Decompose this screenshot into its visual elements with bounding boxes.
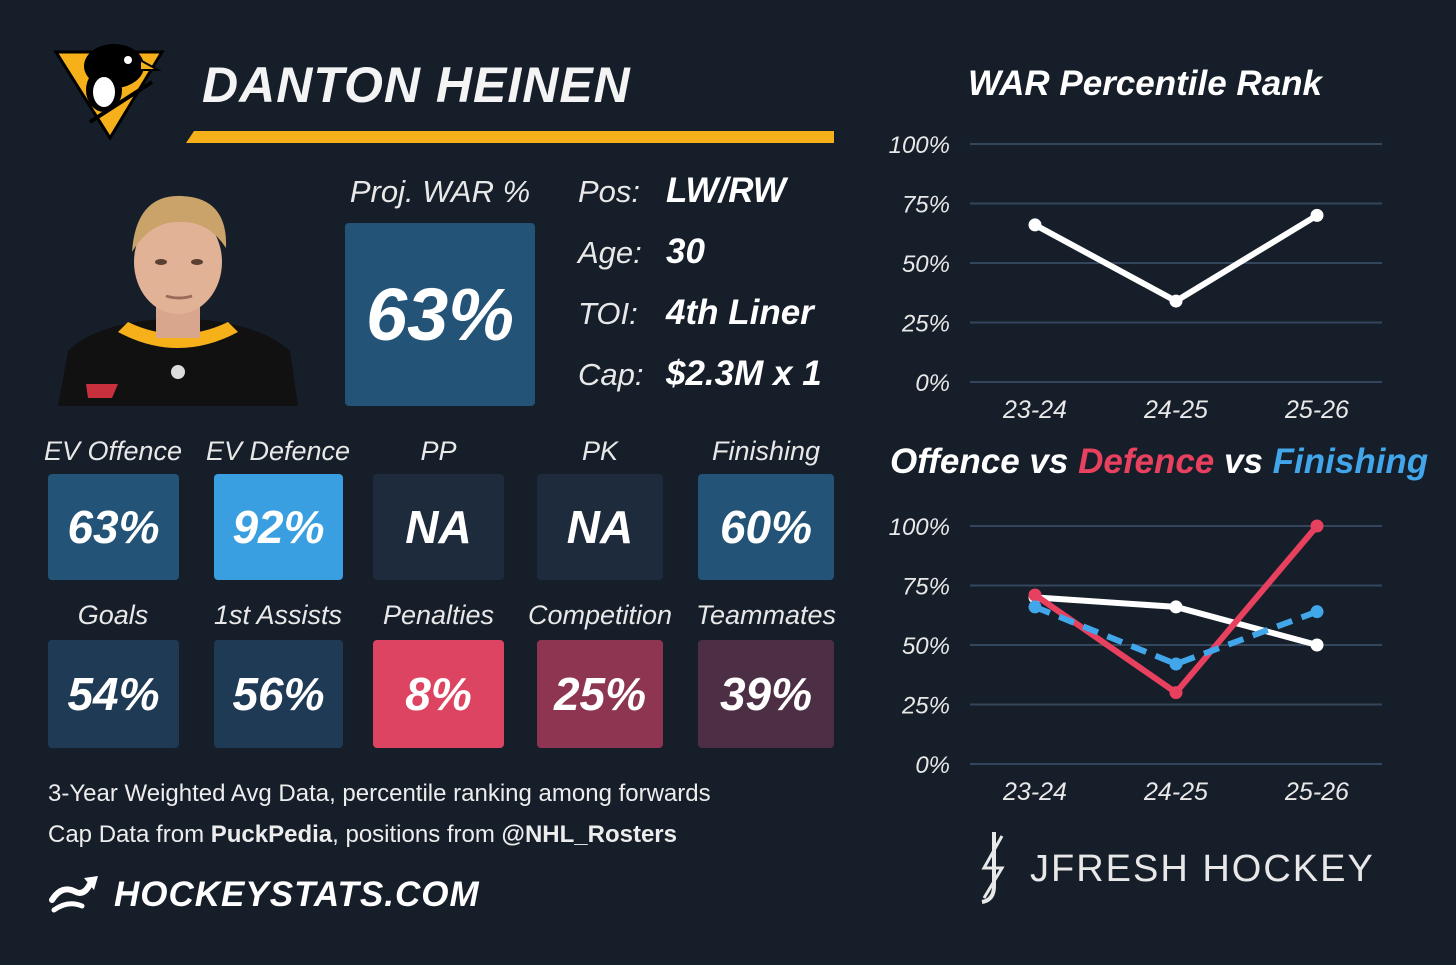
title-offence: Offence — [890, 442, 1020, 481]
finishing-label: Finishing — [711, 436, 821, 466]
war-ytick-label: 25% — [901, 311, 950, 338]
jfresh-logo-icon — [972, 828, 1012, 911]
player-name: DANTON HEINEN — [202, 57, 631, 113]
war-xtick-label: 24-25 — [1143, 396, 1208, 424]
ovd-xtick-label: 24-25 — [1143, 778, 1208, 806]
finishing-tile: 60% — [698, 474, 834, 580]
pp-label: PP — [420, 436, 457, 466]
war-ytick-label: 100% — [889, 132, 950, 159]
ovd-finishing-point — [1028, 600, 1042, 614]
war-chart-title: WAR Percentile Rank — [968, 64, 1322, 103]
age-value: 30 — [666, 232, 705, 271]
war-ytick-label: 75% — [902, 192, 950, 219]
ovd-ytick-label: 25% — [901, 693, 950, 720]
ev-offence-label: EV Offence — [43, 436, 183, 466]
ovd-chart-title: Offence vs Defence vs Finishing — [890, 442, 1428, 482]
teammates-label: Teammates — [695, 600, 837, 630]
ev-defence-tile: 92% — [214, 474, 343, 580]
pos-label: Pos: — [578, 174, 641, 209]
toi-value: 4th Liner — [666, 293, 814, 332]
ovd-ytick-label: 75% — [902, 574, 950, 601]
competition-label: Competition — [527, 600, 673, 630]
war-war-point — [1169, 294, 1183, 308]
nhl-rosters-credit: @NHL_Rosters — [501, 821, 677, 848]
hockeystats-text: HOCKEYSTATS.COM — [114, 874, 480, 914]
cap-label: Cap: — [578, 357, 644, 392]
title-vs-2: vs — [1214, 442, 1273, 481]
ovd-offence-point — [1310, 638, 1324, 652]
footer-credits: Cap Data from PuckPedia, positions from … — [48, 821, 677, 849]
title-defence: Defence — [1078, 442, 1215, 481]
ovd-ytick-label: 100% — [889, 514, 950, 541]
age-label: Age: — [578, 235, 642, 270]
penalties-tile: 8% — [373, 640, 504, 748]
name-underline — [186, 131, 834, 143]
ovd-ytick-label: 50% — [902, 633, 950, 660]
hockeystats-logo: HOCKEYSTATS.COM — [48, 870, 480, 919]
pos-value: LW/RW — [666, 171, 786, 210]
war-war-point — [1028, 218, 1042, 232]
ovd-defence-point — [1310, 519, 1324, 533]
war-war-point — [1310, 208, 1324, 222]
team-logo — [50, 30, 172, 142]
first-assists-label: 1st Assists — [213, 600, 343, 630]
trend-arrow-icon — [48, 870, 100, 919]
jfresh-text: JFRESH HOCKEY — [1030, 848, 1375, 890]
war-war-line — [1033, 212, 1319, 305]
ovd-ytick-label: 0% — [915, 752, 950, 779]
first-assists-tile: 56% — [214, 640, 343, 748]
cap-value: $2.3M x 1 — [666, 354, 822, 393]
ev-offence-tile: 63% — [48, 474, 179, 580]
war-xtick-label: 25-26 — [1284, 396, 1349, 424]
teammates-tile: 39% — [698, 640, 834, 748]
ev-defence-label: EV Defence — [205, 436, 351, 466]
toi-label: TOI: — [578, 296, 638, 331]
war-xtick-label: 23-24 — [1002, 396, 1067, 424]
pp-tile: NA — [373, 474, 504, 580]
ovd-finishing-point — [1169, 657, 1183, 671]
penalties-label: Penalties — [382, 600, 495, 630]
title-finishing: Finishing — [1272, 442, 1429, 481]
ovd-finishing-point — [1310, 605, 1324, 619]
war-percentile-chart: 0% 25% 50% 75% 100% 23-24 24-25 25-26 — [889, 132, 1382, 424]
goals-label: Goals — [77, 600, 149, 630]
player-headshot — [58, 186, 298, 406]
footer-note: 3-Year Weighted Avg Data, percentile ran… — [48, 780, 711, 807]
proj-war-label: Proj. WAR % — [349, 174, 531, 209]
pk-tile: NA — [537, 474, 663, 580]
pk-label: PK — [581, 436, 619, 466]
puckpedia-credit: PuckPedia — [210, 821, 333, 848]
title-vs-1: vs — [1019, 442, 1079, 481]
ovd-offence-point — [1169, 600, 1183, 614]
war-ytick-label: 0% — [915, 370, 950, 397]
competition-tile: 25% — [537, 640, 663, 748]
credits-prefix: Cap Data from — [48, 821, 211, 848]
goals-tile: 54% — [48, 640, 179, 748]
jfresh-brand: JFRESH HOCKEY — [972, 828, 1375, 911]
offence-defence-finishing-chart: 0% 25% 50% 75% 100% 23-24 24-25 25-26 — [889, 514, 1382, 806]
ovd-defence-point — [1169, 686, 1183, 700]
ovd-xtick-label: 25-26 — [1284, 778, 1349, 806]
proj-war-value: 63% — [345, 223, 535, 406]
credits-mid: , positions from — [332, 821, 502, 848]
ovd-defence-point — [1028, 588, 1042, 602]
war-ytick-label: 50% — [902, 251, 950, 278]
ovd-xtick-label: 23-24 — [1002, 778, 1067, 806]
